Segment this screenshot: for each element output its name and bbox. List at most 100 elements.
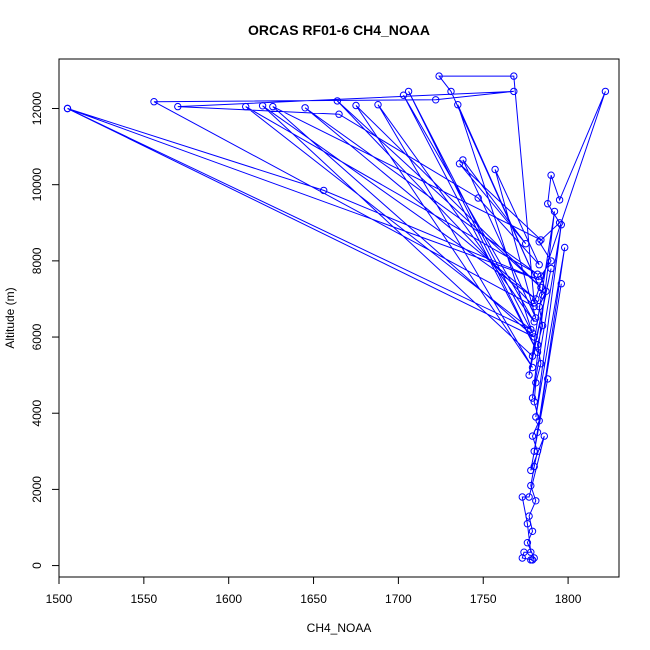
y-tick-label: 8000 (30, 247, 44, 274)
data-point (532, 379, 540, 387)
data-point (454, 101, 462, 109)
data-point (547, 257, 555, 265)
x-tick-label: 1800 (555, 592, 582, 606)
data-point (518, 554, 526, 562)
data-point (63, 104, 72, 113)
data-point (535, 238, 543, 246)
data-point (525, 371, 533, 379)
data-point (537, 236, 545, 244)
data-point (530, 554, 538, 562)
data-point (301, 104, 309, 112)
data-point (523, 539, 532, 547)
data-point (320, 186, 328, 195)
data-point (528, 394, 537, 402)
x-tick-label: 1750 (470, 592, 497, 606)
y-tick-label: 10000 (30, 168, 44, 202)
data-point (527, 325, 535, 334)
data-point (333, 97, 341, 105)
data-point (404, 87, 413, 96)
data-point (537, 283, 545, 292)
chart-title: ORCAS RF01-6 CH4_NOAA (248, 22, 430, 38)
data-point (532, 295, 540, 303)
data-point (242, 102, 250, 111)
data-point (455, 160, 464, 168)
y-tick-label: 4000 (30, 400, 44, 427)
data-point (530, 398, 538, 406)
x-tick-label: 1700 (385, 592, 412, 606)
plot-area (63, 72, 610, 564)
data-point (537, 360, 545, 368)
data-point (435, 72, 443, 80)
data-point (528, 329, 537, 337)
data-point (601, 87, 610, 96)
data-point (547, 171, 555, 179)
x-tick-label: 1650 (300, 592, 327, 606)
data-point (518, 493, 526, 501)
data-point (335, 110, 343, 118)
data-point (527, 466, 535, 475)
data-point (258, 102, 267, 110)
y-tick-label: 12000 (30, 92, 44, 126)
data-point (530, 299, 538, 307)
data-point (557, 221, 565, 229)
data-point (547, 264, 555, 273)
x-tick-label: 1500 (46, 592, 73, 606)
data-point (522, 240, 530, 248)
data-point (532, 413, 540, 421)
data-point (540, 432, 548, 440)
data-point (399, 91, 408, 99)
x-axis: 1500 1550 1600 1650 1700 1750 1800 (46, 577, 582, 606)
x-axis-label: CH4_NOAA (307, 621, 372, 635)
y-axis: 0 2000 4000 6000 8000 10000 12000 (30, 92, 59, 569)
data-point (374, 101, 382, 109)
data-point (150, 98, 158, 106)
data-point (528, 527, 537, 535)
y-tick-label: 6000 (30, 323, 44, 350)
data-point (525, 512, 533, 520)
data-point (532, 314, 540, 322)
data-point (530, 318, 538, 326)
data-point (544, 375, 552, 383)
data-point (533, 270, 542, 278)
data-point (447, 87, 455, 96)
data-point (269, 102, 277, 111)
data-point (528, 363, 537, 372)
x-tick-label: 1550 (130, 592, 157, 606)
data-point (491, 165, 499, 174)
y-axis-label: Altitude (m) (3, 287, 17, 348)
data-point (561, 243, 569, 252)
data-point (523, 520, 532, 528)
data-point (533, 447, 542, 455)
data-point (530, 333, 538, 341)
data-point (550, 207, 559, 216)
data-point (527, 481, 535, 490)
data-point (535, 261, 543, 269)
x-tick-label: 1600 (215, 592, 242, 606)
data-point (510, 87, 518, 96)
data-point (555, 219, 564, 227)
data-point (530, 447, 538, 455)
data-point (533, 348, 542, 356)
data-point (535, 302, 543, 311)
data-point (557, 280, 565, 288)
data-point (538, 291, 547, 299)
y-tick-label: 2000 (30, 476, 44, 503)
data-point (532, 497, 540, 505)
y-tick-label: 0 (30, 562, 44, 569)
data-point (432, 96, 440, 104)
data-point (528, 556, 537, 564)
data-point (474, 194, 482, 202)
data-point (352, 101, 360, 110)
data-point (555, 196, 564, 204)
data-point (530, 302, 538, 311)
data-point (533, 428, 542, 436)
data-point (538, 321, 547, 330)
data-point (533, 341, 542, 349)
data-point (510, 72, 518, 80)
plot-frame (58, 58, 620, 578)
data-point (528, 432, 537, 440)
data-point (544, 200, 552, 208)
data-point (528, 352, 537, 360)
series-line (67, 75, 606, 561)
